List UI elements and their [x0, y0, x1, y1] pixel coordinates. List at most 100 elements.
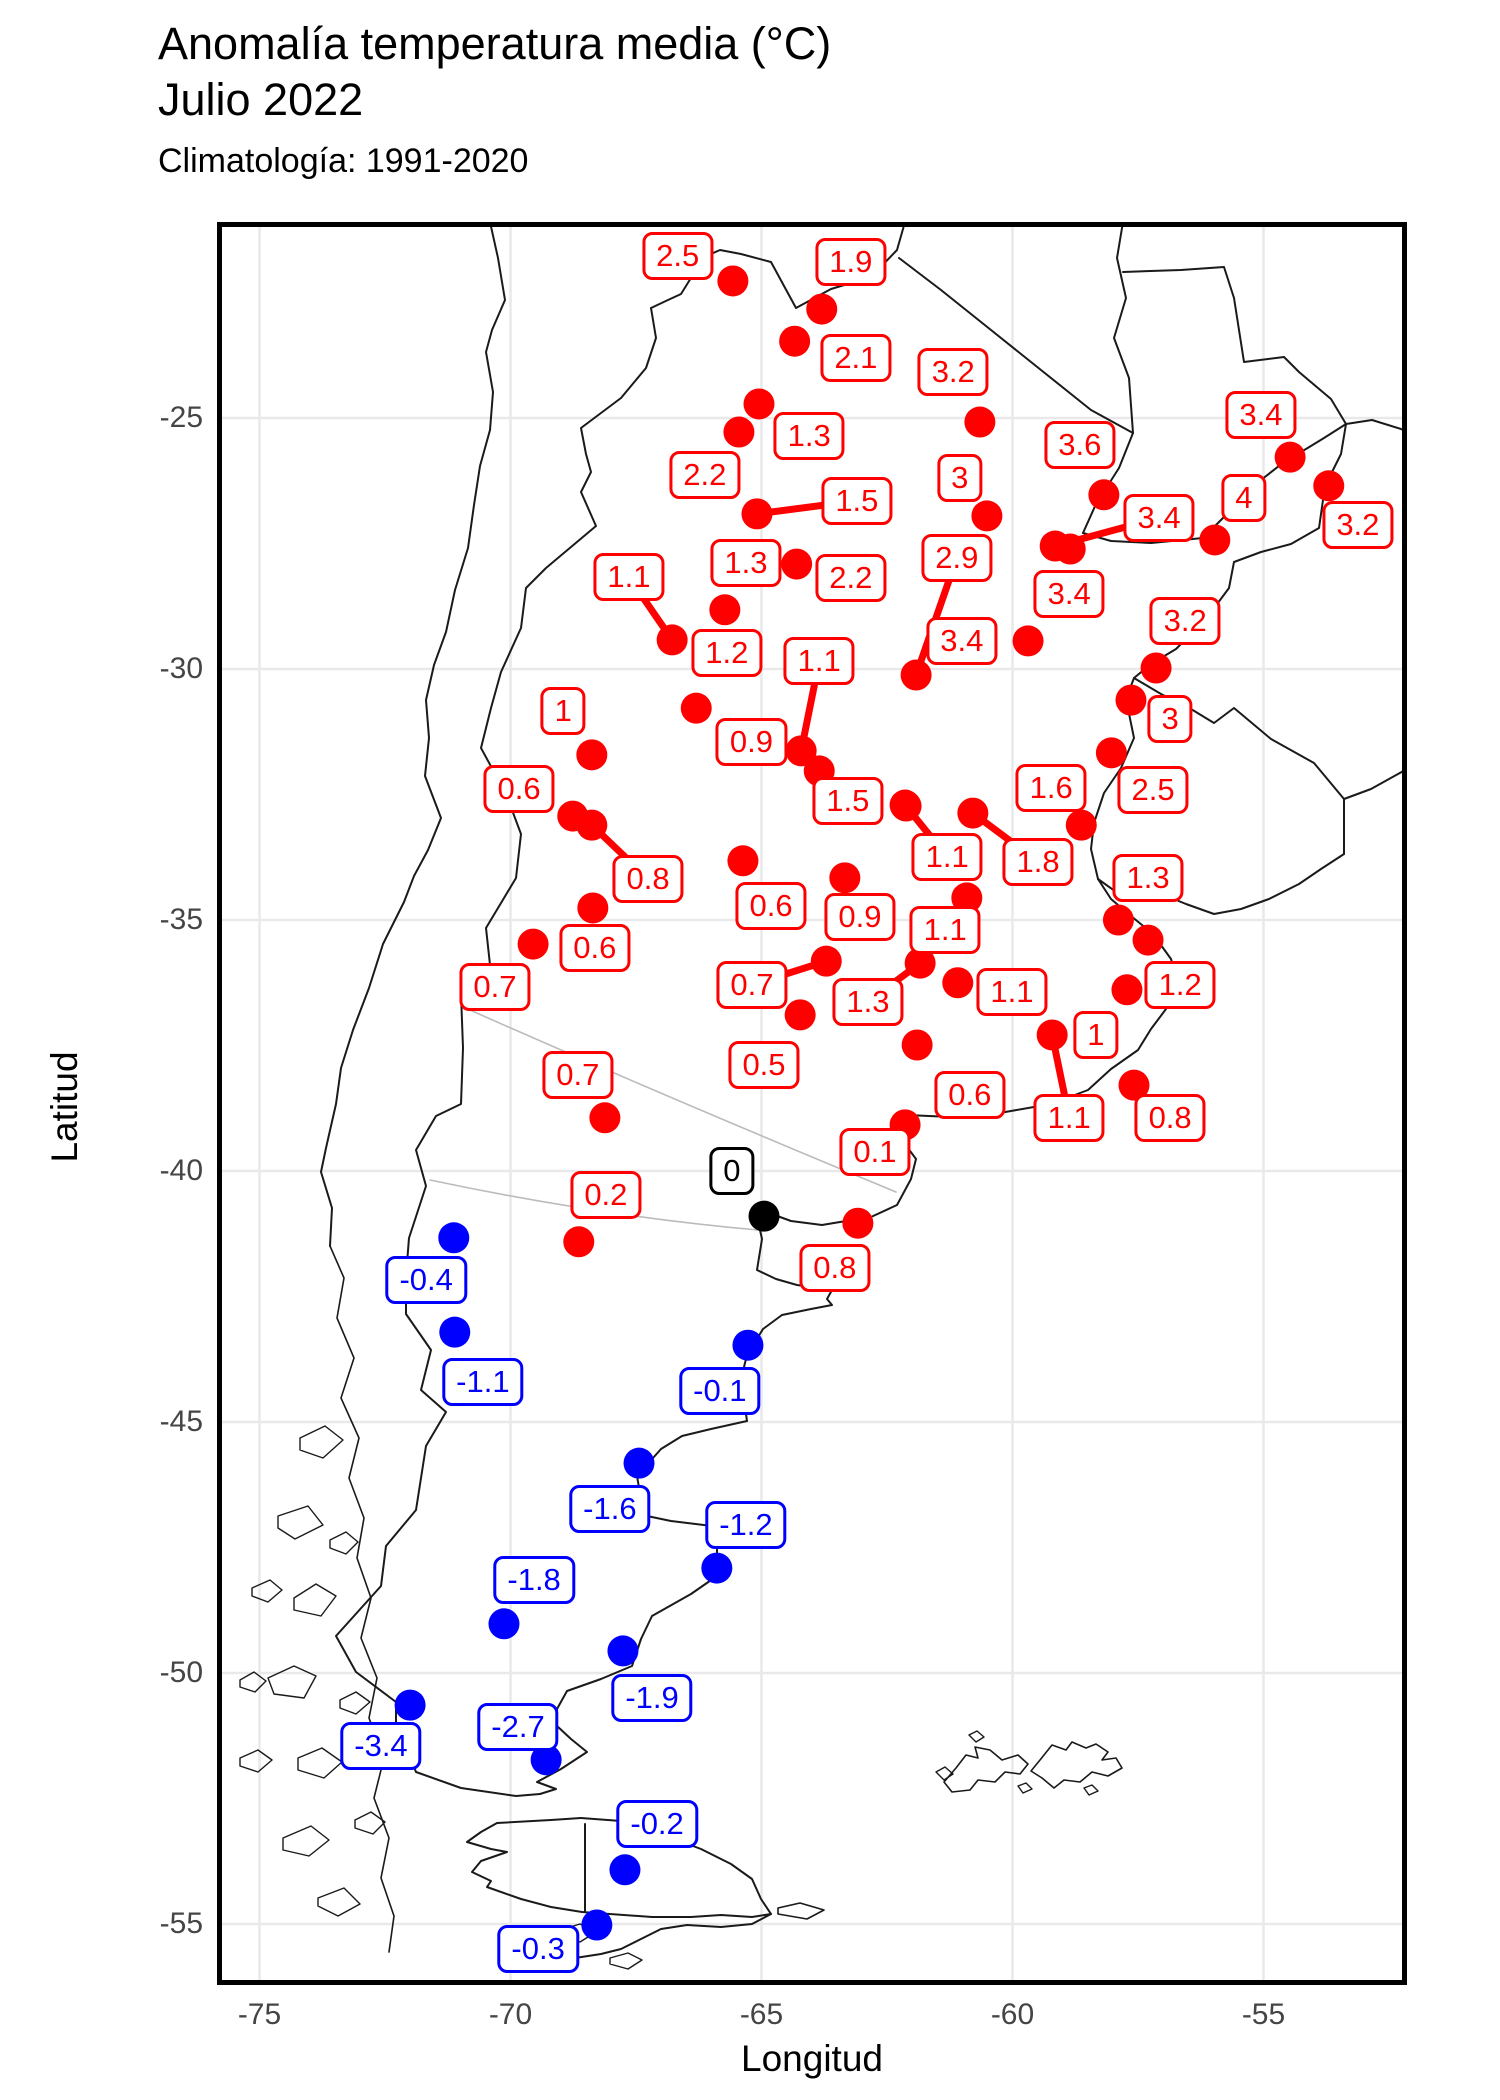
station-dot	[781, 548, 813, 580]
y-axis-tick-label: -55	[159, 1907, 203, 1940]
y-axis-tick-label: -50	[159, 1656, 203, 1689]
x-axis-tick-label: -55	[1241, 1998, 1286, 2031]
station-dot	[394, 1689, 426, 1721]
map-brazil-border	[1122, 266, 1347, 425]
station-dot	[1274, 441, 1306, 473]
station-dot	[743, 388, 775, 420]
station-dot	[1199, 524, 1231, 556]
station-value-label: 3.6	[1044, 421, 1116, 470]
map-falkland-east	[1030, 1741, 1123, 1789]
station-dot	[723, 416, 755, 448]
station-dot	[576, 739, 608, 771]
station-value-label: 2.2	[815, 554, 887, 603]
station-value-label: 1.5	[821, 476, 893, 525]
station-value-label: 3	[1147, 695, 1193, 744]
station-dot	[900, 659, 932, 691]
y-axis-title: Latitud	[44, 1051, 85, 1163]
x-axis-tick-label: -75	[237, 1998, 282, 2031]
station-dot	[842, 1207, 874, 1239]
station-value-label: 3.4	[1033, 570, 1105, 619]
chart-title-line1: Anomalía temperatura media (°C)	[158, 18, 832, 69]
station-value-label: 3	[937, 454, 983, 503]
station-value-label: 0.8	[1134, 1093, 1206, 1142]
station-value-label: -0.1	[679, 1366, 761, 1415]
station-dot	[1036, 1019, 1068, 1051]
x-axis-tick-label: -70	[488, 1998, 533, 2031]
station-value-label: 0.9	[715, 717, 788, 766]
station-dot	[810, 945, 842, 977]
station-value-label: 3.2	[1322, 500, 1394, 549]
station-value-label: -0.4	[385, 1255, 467, 1304]
station-value-label: 0.7	[459, 962, 531, 1011]
station-value-label: 1.2	[691, 628, 763, 677]
station-dot	[1095, 737, 1127, 769]
station-value-label: -1.2	[705, 1500, 787, 1549]
map-river-colorado	[469, 1009, 897, 1193]
station-dot	[701, 1552, 733, 1584]
station-dot	[589, 1102, 621, 1134]
station-value-label: 3.4	[926, 616, 998, 665]
station-value-label: 0.8	[612, 854, 684, 903]
station-value-label: 4	[1221, 473, 1267, 522]
y-axis-tick-label: -30	[159, 652, 203, 685]
station-dot	[609, 1854, 641, 1886]
station-value-label: 2.5	[642, 231, 714, 280]
station-value-label: 1.1	[976, 967, 1048, 1016]
station-dot	[563, 1226, 595, 1258]
station-value-label: 2.1	[820, 333, 892, 382]
station-dot	[1118, 1069, 1150, 1101]
station-dot	[904, 947, 936, 979]
map-brazil-coast	[1343, 768, 1407, 800]
map-andes-border	[335, 307, 657, 1797]
station-value-label: 1.1	[909, 906, 981, 955]
map-chile-fjord-coast	[329, 1245, 395, 1953]
map-chile-coast	[320, 222, 506, 1247]
station-value-label: 1.2	[1144, 960, 1216, 1009]
x-axis-tick-label: -65	[739, 1998, 784, 2031]
station-dot	[727, 845, 759, 877]
map-pilcomayo	[898, 257, 1134, 434]
y-axis-tick-label: -45	[159, 1405, 203, 1438]
station-value-label: 3.2	[1149, 596, 1221, 645]
panel-border	[217, 222, 1407, 1985]
station-dot	[438, 1222, 470, 1254]
station-value-label: 1.1	[593, 553, 665, 602]
station-value-label: -0.2	[616, 1800, 698, 1849]
station-dot	[732, 1329, 764, 1361]
station-dot	[439, 1316, 471, 1348]
station-value-label: 0.6	[735, 881, 807, 930]
station-dot	[957, 797, 989, 829]
station-value-label: 0.7	[542, 1051, 614, 1100]
map-brazil-ne	[1345, 419, 1407, 433]
station-dot	[901, 1029, 933, 1061]
station-value-label: 3.4	[1123, 493, 1195, 542]
station-value-label: 0	[709, 1147, 755, 1195]
station-dot	[1132, 924, 1164, 956]
station-value-label: -1.9	[611, 1674, 693, 1723]
station-dot	[488, 1608, 520, 1640]
map-tierra-del-fuego	[466, 1817, 772, 1959]
station-value-label: 1.6	[1015, 763, 1087, 812]
station-dot	[890, 790, 922, 822]
station-dot	[576, 809, 608, 841]
station-dot	[748, 1200, 780, 1232]
station-dot	[577, 892, 609, 924]
station-value-label: 2.5	[1117, 765, 1189, 814]
station-dot	[517, 928, 549, 960]
y-axis-tick-label: -40	[159, 1154, 203, 1187]
station-dot	[1140, 652, 1172, 684]
station-dot	[1111, 974, 1143, 1006]
station-dot	[1054, 533, 1086, 565]
map-falkland-west	[943, 1746, 1029, 1793]
station-value-label: -0.3	[497, 1925, 579, 1974]
station-value-label: -1.8	[493, 1556, 575, 1605]
station-value-label: 2.2	[669, 451, 741, 500]
station-value-label: 3.2	[917, 347, 989, 396]
station-value-label: 0.9	[824, 892, 896, 941]
station-dot	[942, 967, 974, 999]
station-dot	[1012, 625, 1044, 657]
station-dot	[964, 406, 996, 438]
station-dot	[1313, 470, 1345, 502]
station-value-label: 0.7	[716, 960, 788, 1009]
